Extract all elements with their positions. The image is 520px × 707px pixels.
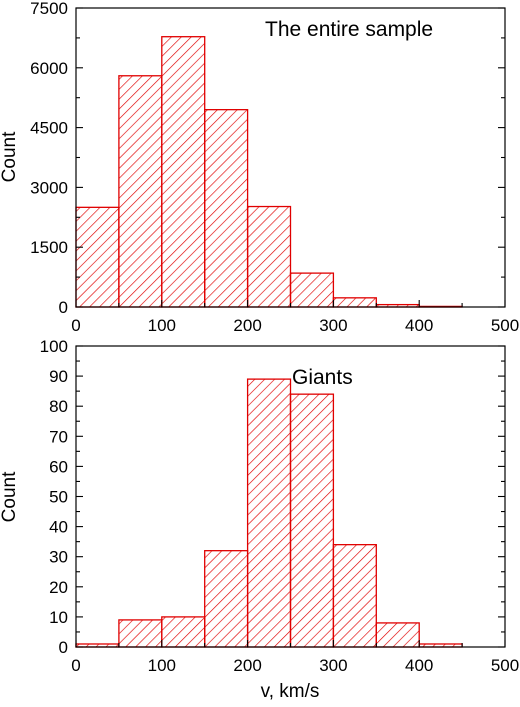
y-tick-label: 6000 [30, 59, 68, 78]
y-tick-label: 30 [49, 548, 68, 567]
x-ticks-top: 0 100 200 300 400 500 [71, 300, 519, 335]
bar [332, 297, 377, 308]
x-tick-label: 200 [233, 316, 261, 335]
annotation-top: The entire sample [265, 18, 433, 41]
bar [118, 75, 163, 308]
chart-panel-top: 0 100 200 300 400 500 0 1500 3000 4500 6000 7500 T… [0, 0, 519, 335]
y-ticks-top: 0 1500 3000 4500 6000 7500 [30, 0, 505, 317]
y-tick-label: 20 [49, 578, 68, 597]
x-tick-label: 0 [71, 656, 80, 675]
bar [289, 272, 335, 308]
x-ticks-bottom: 0 100 200 300 400 500 [71, 640, 519, 675]
y-tick-label: 100 [40, 337, 68, 356]
x-tick-label: 400 [405, 316, 433, 335]
bars-bottom [75, 378, 463, 648]
bar [375, 622, 420, 648]
bar [204, 109, 249, 308]
y-tick-label: 0 [59, 298, 68, 317]
x-tick-label: 100 [148, 656, 176, 675]
y-ticks-bottom: 0 10 20 30 40 50 60 70 80 90 100 [40, 337, 505, 657]
bar [161, 616, 206, 648]
x-tick-label: 500 [491, 656, 519, 675]
y-axis-label-top: Count [0, 131, 20, 182]
y-tick-label: 90 [49, 367, 68, 386]
bar [332, 544, 377, 648]
chart-panel-bottom: 0 100 200 300 400 500 0102030405060708090100 … [0, 337, 519, 702]
y-tick-label: 60 [49, 457, 68, 476]
bars-top [75, 36, 463, 308]
y-tick-label: 70 [49, 427, 68, 446]
x-tick-label: 0 [71, 316, 80, 335]
y-tick-label: 80 [49, 397, 68, 416]
x-axis-label-bottom: v, km/s [261, 681, 320, 702]
y-tick-label: 10 [49, 608, 68, 627]
bar [161, 36, 206, 308]
y-axis-label-bottom: Count [0, 471, 20, 522]
x-tick-label: 100 [148, 316, 176, 335]
x-tick-label: 300 [319, 316, 347, 335]
y-tick-label: 40 [49, 518, 68, 537]
y-tick-label: 3000 [30, 178, 68, 197]
y-tick-label: 1500 [30, 238, 68, 257]
bar [246, 205, 292, 308]
y-tick-label: 50 [49, 488, 68, 507]
bar [246, 378, 292, 648]
x-tick-label: 200 [233, 656, 261, 675]
x-tick-label: 400 [405, 656, 433, 675]
annotation-bottom: Giants [292, 366, 353, 389]
x-tick-label: 300 [319, 656, 347, 675]
bar [118, 619, 163, 648]
bar [204, 550, 249, 648]
bar [289, 393, 335, 648]
y-tick-label: 4500 [30, 119, 68, 138]
bar [75, 206, 120, 308]
y-tick-label: 0 [59, 638, 68, 657]
y-tick-label: 7500 [30, 0, 68, 18]
x-tick-label: 500 [491, 316, 519, 335]
